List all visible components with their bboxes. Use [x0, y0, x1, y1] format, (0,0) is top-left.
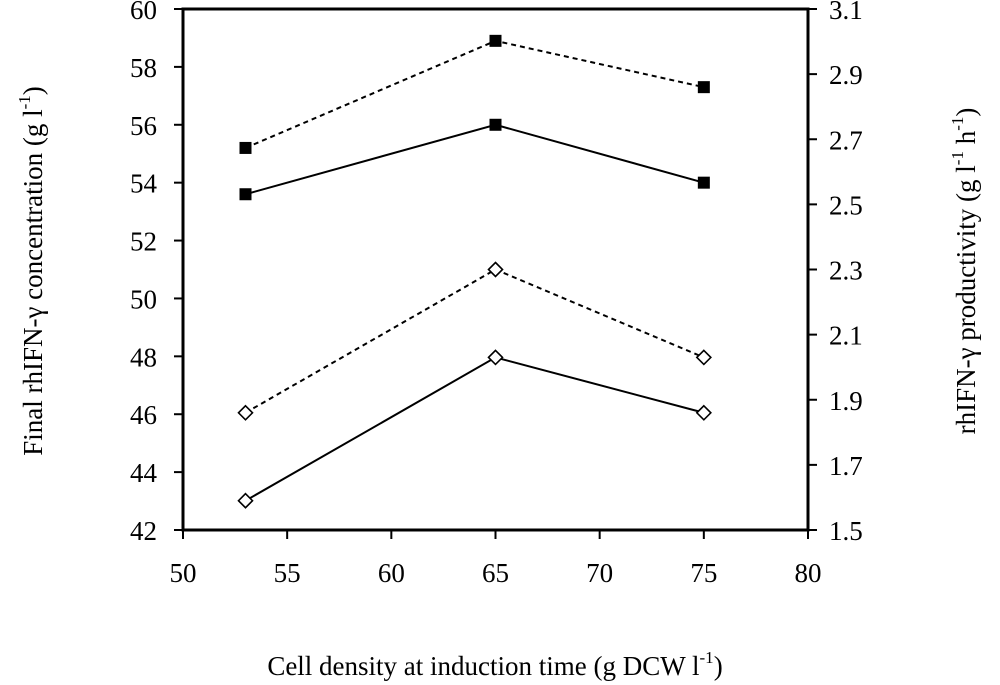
series-2-line	[245, 123, 705, 196]
data-point-square	[239, 141, 252, 154]
series-4-line	[245, 356, 705, 502]
y-right-tick-label: 2.9	[829, 60, 863, 90]
y-right-tick-label: 1.9	[829, 386, 863, 416]
data-point-diamond	[487, 261, 504, 278]
data-point-diamond	[237, 492, 254, 509]
y-left-tick-label: 54	[130, 169, 158, 199]
y-right-axis-title-sup2: -1	[948, 117, 967, 131]
x-tick-label: 80	[795, 558, 822, 588]
x-tick-label: 65	[482, 558, 509, 588]
x-tick-label: 75	[690, 558, 717, 588]
data-point-diamond	[695, 349, 712, 366]
data-point-square	[489, 34, 502, 47]
y-right-tick-label: 2.1	[829, 321, 863, 351]
y-left-tick-label: 48	[130, 342, 157, 372]
series-1-line	[245, 39, 705, 149]
x-tick-label: 60	[378, 558, 405, 588]
x-tick-label: 50	[170, 558, 197, 588]
data-point-diamond	[695, 404, 712, 421]
y-axis-right: 1.5 1.7 1.9 2.1 2.3 2.5 2.7 2.9 3.1	[808, 0, 863, 546]
y-right-tick-label: 2.7	[829, 125, 863, 155]
series-3	[237, 261, 712, 421]
x-axis-title-sup: -1	[700, 648, 714, 667]
y-left-axis-title-sup: -1	[15, 95, 34, 109]
x-axis: 50 55 60 65 70 75 80	[170, 530, 822, 588]
series-4	[237, 349, 712, 509]
y-right-tick-label: 1.5	[829, 516, 863, 546]
data-point-square	[489, 118, 502, 131]
y-right-tick-label: 2.3	[829, 256, 863, 286]
y-right-axis-title: rhIFN-γ productivity (g l-1 h-1)	[948, 108, 981, 435]
x-tick-label: 55	[274, 558, 301, 588]
series-2	[239, 118, 710, 201]
data-point-diamond	[487, 349, 504, 366]
y-left-tick-label: 46	[130, 400, 157, 430]
y-left-axis-title: Final rhIFN-γ concentration (g l-1)	[15, 86, 48, 456]
y-left-tick-label: 44	[130, 458, 158, 488]
y-left-tick-label: 56	[130, 111, 157, 141]
data-point-diamond	[237, 404, 254, 421]
y-right-tick-label: 1.7	[829, 451, 863, 481]
series-1	[239, 34, 710, 154]
x-axis-title: Cell density at induction time (g DCW l-…	[267, 648, 722, 681]
y-left-tick-label: 60	[130, 0, 157, 25]
y-left-tick-label: 42	[130, 516, 157, 546]
y-axis-left: 42 44 46 48 50 52 54 56 58 60	[130, 0, 183, 546]
y-right-tick-label: 2.5	[829, 190, 863, 220]
y-left-tick-label: 50	[130, 284, 157, 314]
data-point-square	[239, 188, 252, 201]
y-left-tick-label: 52	[130, 227, 157, 257]
y-right-tick-label: 3.1	[829, 0, 863, 25]
series-layer	[237, 34, 712, 509]
x-tick-label: 70	[586, 558, 613, 588]
series-3-line	[245, 268, 705, 414]
y-right-axis-title-sup1: -1	[948, 151, 967, 165]
y-left-tick-label: 58	[130, 53, 157, 83]
data-point-square	[697, 81, 710, 94]
data-point-square	[697, 176, 710, 189]
